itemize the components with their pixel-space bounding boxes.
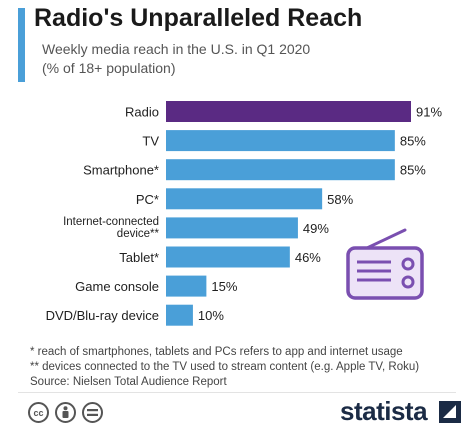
category-label-0: Radio xyxy=(125,105,159,120)
value-label-0: 91% xyxy=(416,105,442,120)
radio-icon xyxy=(346,228,424,300)
footnote-2: ** devices connected to the TV used to s… xyxy=(30,361,420,373)
bar-6 xyxy=(166,275,207,297)
bar-7 xyxy=(166,304,193,326)
bar-5 xyxy=(166,246,290,268)
value-label-5: 46% xyxy=(295,250,321,265)
subtitle-line-2: (% of 18+ population) xyxy=(42,60,176,76)
value-label-7: 10% xyxy=(198,308,224,323)
attribution-icon[interactable] xyxy=(55,402,76,423)
chart-subtitle: Weekly media reach in the U.S. in Q1 202… xyxy=(42,40,310,78)
no-derivatives-icon[interactable] xyxy=(82,402,103,423)
bar-chart: 91% Radio 85% TV 85% Smartphone* 58% PC* 49% Inte… xyxy=(46,101,442,326)
title-accent-bar xyxy=(18,8,25,82)
value-label-6: 15% xyxy=(211,279,237,294)
footer-divider xyxy=(18,392,456,393)
footnotes: * reach of smartphones, tablets and PCs … xyxy=(30,345,419,390)
category-label-5: Tablet* xyxy=(119,250,159,265)
bars-group: 91% Radio 85% TV 85% Smartphone* 58% PC* 49% Inte… xyxy=(46,101,442,326)
value-label-1: 85% xyxy=(400,134,426,149)
chart-title: Radio's Unparalleled Reach xyxy=(34,4,363,32)
license-icons: cc xyxy=(28,402,103,423)
category-label-1: TV xyxy=(142,134,159,149)
statista-logo[interactable]: statista xyxy=(340,396,428,426)
category-label-2: Smartphone* xyxy=(83,163,159,178)
category-label-6: Game console xyxy=(75,279,159,294)
bar-1 xyxy=(166,130,395,152)
category-label-4: Internet-connected device** xyxy=(63,216,159,240)
bar-4 xyxy=(166,217,298,239)
statista-logo-mark xyxy=(439,401,461,423)
subtitle-line-1: Weekly media reach in the U.S. in Q1 202… xyxy=(42,41,311,57)
value-label-3: 58% xyxy=(327,192,353,207)
creative-commons-icon[interactable]: cc xyxy=(28,402,49,423)
bar-2 xyxy=(166,159,395,181)
bar-3 xyxy=(166,188,323,210)
category-label-7: DVD/Blu-ray device xyxy=(46,308,159,323)
value-label-2: 85% xyxy=(400,163,426,178)
category-label-3: PC* xyxy=(136,192,159,207)
value-label-4: 49% xyxy=(303,221,329,236)
bar-0 xyxy=(166,101,411,122)
source-note: Source: Nielsen Total Audience Report xyxy=(30,376,227,388)
footnote-1: * reach of smartphones, tablets and PCs … xyxy=(30,346,403,358)
